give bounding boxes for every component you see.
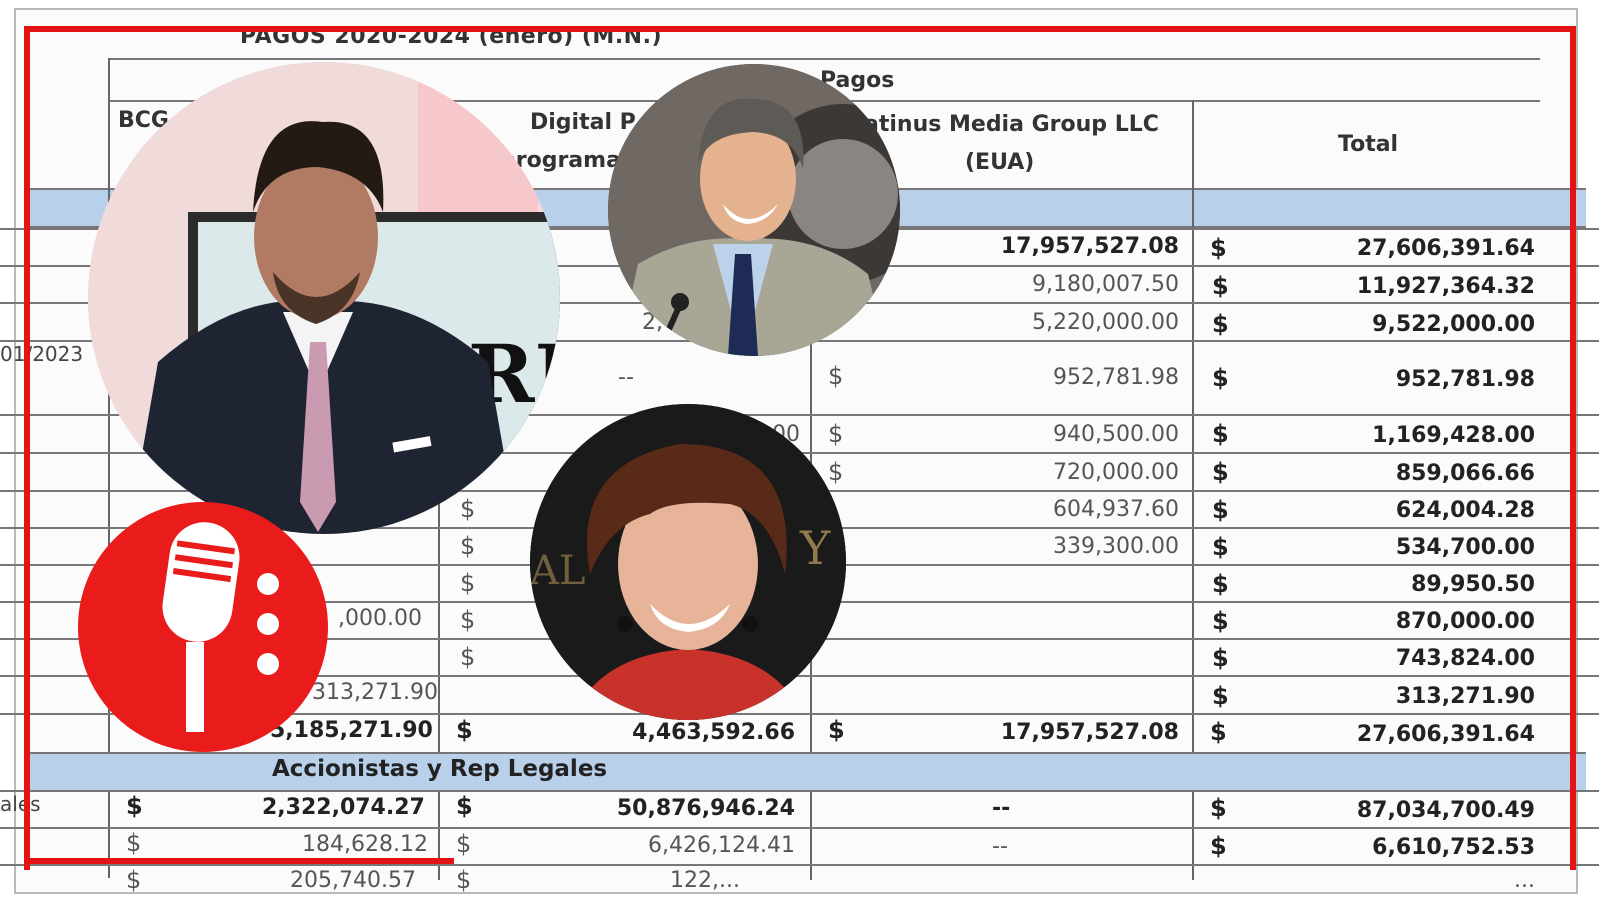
latinus-row-2: 9,180,007.50 bbox=[1032, 272, 1179, 297]
row-label-date: 01/2023 bbox=[0, 342, 84, 366]
currency-symbol: $ bbox=[828, 420, 844, 448]
sh-row3-total: ... bbox=[1514, 868, 1535, 893]
total-row-9: 89,950.50 bbox=[1411, 572, 1535, 597]
total-row-3: 9,522,000.00 bbox=[1372, 312, 1535, 337]
sh-row2-digital: 6,426,124.41 bbox=[648, 833, 795, 858]
sh-row1-digital: 50,876,946.24 bbox=[616, 796, 795, 821]
currency-symbol: $ bbox=[126, 866, 142, 894]
currency-symbol: $ bbox=[1212, 533, 1229, 561]
currency-symbol: $ bbox=[1212, 272, 1229, 300]
currency-symbol: $ bbox=[126, 792, 143, 820]
totals-digital: 4,463,592.66 bbox=[632, 720, 795, 745]
highlight-frame bbox=[24, 26, 1576, 870]
microphone-icon bbox=[162, 522, 279, 732]
column-header-latinus-2: (EUA) bbox=[965, 150, 1035, 175]
latinus-row-1: 17,957,527.08 bbox=[1000, 234, 1179, 259]
latinus-row-4: 952,781.98 bbox=[1053, 365, 1179, 390]
currency-symbol: $ bbox=[460, 606, 476, 634]
currency-symbol: $ bbox=[456, 830, 472, 858]
currency-symbol: $ bbox=[1212, 607, 1229, 635]
digital-row-4: -- bbox=[618, 365, 634, 390]
sh-row2-latinus: -- bbox=[992, 834, 1008, 859]
svg-text:AL: AL bbox=[530, 548, 585, 594]
total-row-10: 870,000.00 bbox=[1395, 609, 1535, 634]
currency-symbol: $ bbox=[1210, 832, 1227, 860]
section-label-shareholders: Accionistas y Rep Legales bbox=[272, 756, 608, 782]
currency-symbol: $ bbox=[1212, 682, 1229, 710]
currency-symbol: $ bbox=[1212, 644, 1229, 672]
currency-symbol: $ bbox=[1212, 496, 1229, 524]
total-row-2: 11,927,364.32 bbox=[1356, 274, 1535, 299]
total-row-4: 952,781.98 bbox=[1395, 367, 1535, 392]
currency-symbol: $ bbox=[1212, 420, 1229, 448]
svg-text:Y: Y bbox=[799, 521, 831, 575]
totals-total: 27,606,391.64 bbox=[1356, 722, 1535, 747]
currency-symbol: $ bbox=[1212, 458, 1229, 486]
column-header-latinus-1: Latinus Media Group LLC bbox=[850, 112, 1159, 137]
currency-symbol: $ bbox=[460, 532, 476, 560]
sh-row1-latinus: -- bbox=[992, 796, 1011, 821]
currency-symbol: $ bbox=[456, 866, 472, 894]
portrait-photo-bottom: Y AL bbox=[530, 404, 846, 720]
latinus-row-8: 339,300.00 bbox=[1053, 534, 1179, 559]
currency-symbol: $ bbox=[460, 643, 476, 671]
sh-row3-bcg: 205,740.57 bbox=[290, 868, 416, 893]
column-header-digital-1: Digital P bbox=[530, 110, 636, 135]
currency-symbol: $ bbox=[460, 495, 476, 523]
sh-row1-total: 87,034,700.49 bbox=[1356, 798, 1535, 823]
totals-bcg: 5,185,271.90 bbox=[270, 718, 433, 743]
currency-symbol: $ bbox=[828, 362, 844, 390]
latinus-row-3: 5,220,000.00 bbox=[1032, 310, 1179, 335]
currency-symbol: $ bbox=[828, 458, 844, 486]
sh-row2-total: 6,610,752.53 bbox=[1372, 835, 1535, 860]
portrait-photo-top bbox=[608, 64, 900, 356]
latinus-row-6: 720,000.00 bbox=[1053, 460, 1179, 485]
currency-symbol: $ bbox=[456, 716, 473, 744]
highlight-frame-underline bbox=[24, 858, 454, 864]
total-row-7: 624,004.28 bbox=[1395, 498, 1535, 523]
section-band-shareholders bbox=[24, 752, 1586, 792]
total-row-12: 313,271.90 bbox=[1395, 684, 1535, 709]
currency-symbol: $ bbox=[1210, 794, 1227, 822]
total-row-6: 859,066.66 bbox=[1395, 461, 1535, 486]
total-row-5: 1,169,428.00 bbox=[1372, 423, 1535, 448]
currency-symbol: $ bbox=[456, 792, 473, 820]
totals-latinus: 17,957,527.08 bbox=[1000, 720, 1179, 745]
currency-symbol: $ bbox=[1210, 718, 1227, 746]
currency-symbol: $ bbox=[460, 569, 476, 597]
portrait-photo-left: RI bbox=[88, 62, 560, 534]
currency-symbol: $ bbox=[1212, 310, 1229, 338]
currency-symbol: $ bbox=[126, 829, 142, 857]
bcg-row-12: 313,271.90 bbox=[312, 680, 438, 705]
total-row-11: 743,824.00 bbox=[1395, 646, 1535, 671]
total-row-8: 534,700.00 bbox=[1395, 535, 1535, 560]
latinus-row-5: 940,500.00 bbox=[1053, 422, 1179, 447]
currency-symbol: $ bbox=[1212, 364, 1229, 392]
sh-row2-bcg: 184,628.12 bbox=[302, 832, 428, 857]
row-label-ales: ales bbox=[0, 792, 41, 816]
total-row-1: 27,606,391.64 bbox=[1356, 236, 1535, 261]
currency-symbol: $ bbox=[1210, 234, 1227, 262]
microphone-badge bbox=[78, 502, 328, 752]
latinus-row-7: 604,937.60 bbox=[1053, 497, 1179, 522]
sh-row3-digital: 122,... bbox=[670, 868, 740, 893]
bcg-row-10: ,000.00 bbox=[338, 606, 422, 631]
currency-symbol: $ bbox=[828, 716, 845, 744]
column-header-total: Total bbox=[1338, 132, 1399, 157]
sh-row1-bcg: 2,322,074.27 bbox=[262, 795, 425, 820]
currency-symbol: $ bbox=[1212, 570, 1229, 598]
